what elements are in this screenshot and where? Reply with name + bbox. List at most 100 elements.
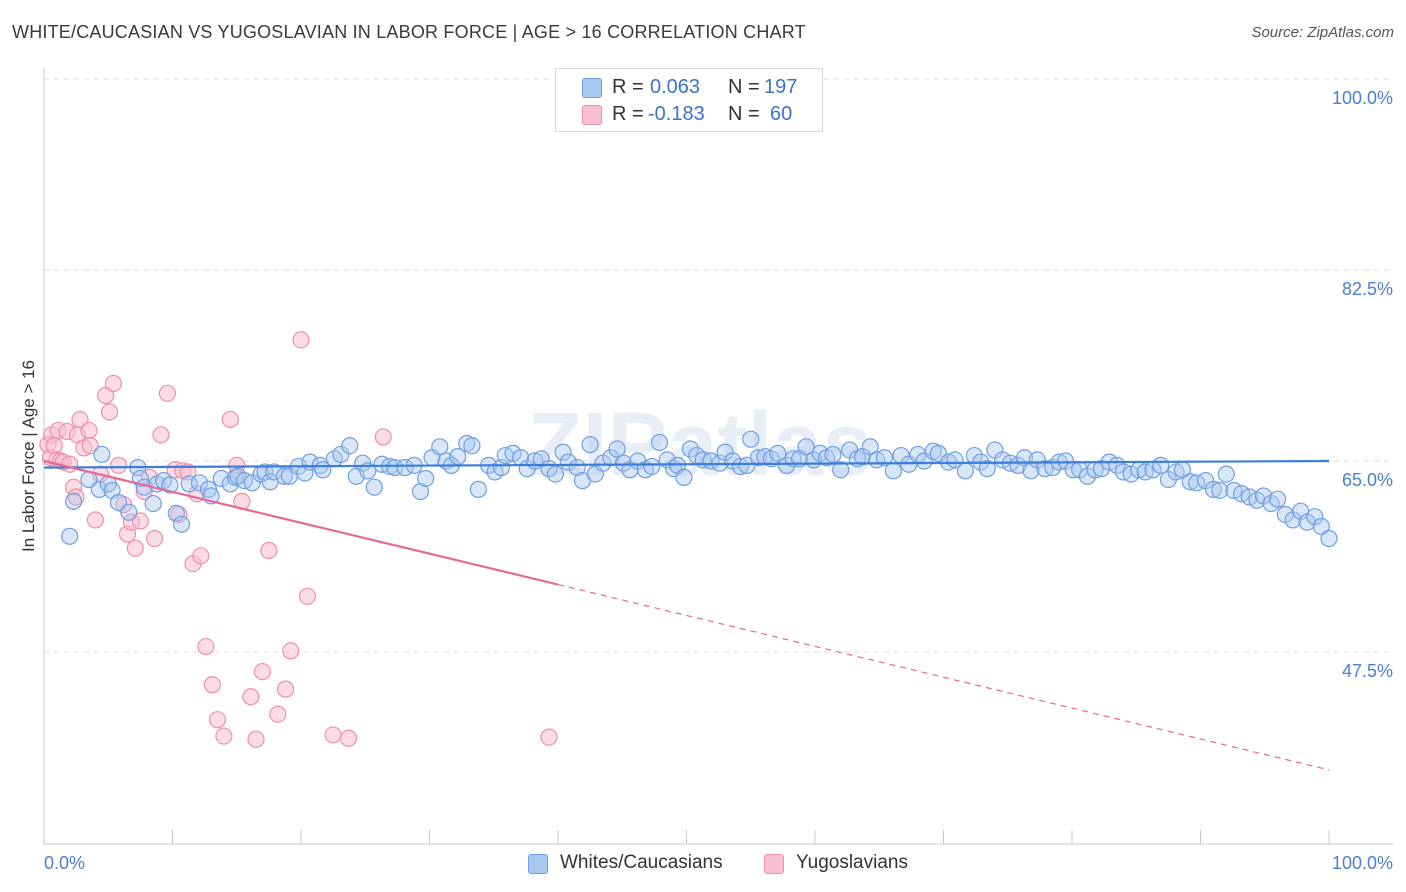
yugoslavians-point [269,705,287,723]
whites-point [546,465,565,483]
yugoslavians-point [221,410,239,429]
whites-point [90,480,108,498]
yugoslavians-point [81,437,99,455]
stats-row-whites: R = 0.063 N = 197 [556,74,822,102]
yugoslavians-point [203,676,221,694]
whites-point [1152,456,1170,474]
n-value: 197 [764,76,798,98]
whites-point [172,515,191,533]
chart-title: WHITE/CAUCASIAN VS YUGOSLAVIAN IN LABOR … [12,22,806,42]
yugoslavians-point [126,539,144,557]
whites-points [61,430,1338,548]
whites-point [742,430,760,448]
source-label: Source: ZipAtlas.com [1251,24,1394,41]
y-tick-label: 65.0% [1342,470,1393,490]
whites-point [1211,481,1229,500]
yugoslavians-point [80,421,98,440]
yugoslavians-point [242,688,260,706]
n-label: N = [728,76,760,98]
whites-point [256,463,274,481]
yugoslavians-point [192,547,210,565]
yugoslavians-points [39,331,558,748]
legend-label-yugoslavians: Yugoslavians [796,852,908,873]
stats-row-yugoslavians: R = -0.183 N = 60 [556,101,822,129]
yugoslavians-point [215,727,233,745]
whites-point [332,445,350,464]
whites-point [832,461,850,479]
yugoslavians-point [324,726,342,744]
whites-swatch [582,78,602,98]
whites-point [265,463,283,481]
n-value: 60 [770,103,793,125]
yugoslavians-trend-extension [557,583,1330,771]
yugoslavians-legend-swatch [764,854,784,874]
yugoslavians-point [247,730,265,748]
yugoslavians-point [45,437,63,455]
whites-point [463,437,481,455]
whites-point [797,438,815,456]
yugoslavians-point [276,680,295,698]
yugoslavians-point [253,663,272,681]
whites-point [875,449,893,467]
whites-point [296,464,314,482]
yugoslavians-point [540,728,558,746]
whites-point [643,457,661,476]
whites-point [769,444,787,462]
whites-point [144,494,162,513]
whites-legend-swatch [528,854,548,874]
whites-point [956,462,974,480]
whites-point [341,437,359,455]
whites-point [411,482,430,501]
yugoslavians-trend-line [43,459,559,586]
whites-point [650,433,669,452]
n-label: N = [728,103,760,125]
whites-point [681,440,699,458]
yugoslavians-point [61,455,79,473]
whites-point [884,462,902,480]
watermark: ZIPatlas [527,395,872,495]
whites-point [731,457,750,476]
whites-point [978,460,996,478]
x-tick-marks [172,830,1330,844]
whites-point [167,504,185,522]
yugoslavians-point [104,374,122,393]
legend-label-whites: Whites/Caucasians [560,852,723,873]
whites-point [431,438,449,456]
whites-point [161,476,179,494]
y-tick-label: 100.0% [1332,88,1393,108]
whites-point [120,503,138,521]
whites-point [608,440,626,458]
yugoslavians-point [260,541,278,560]
whites-point [1167,463,1185,481]
r-label: R = [612,76,644,98]
r-value: -0.183 [648,103,705,125]
whites-point [243,474,261,492]
whites-point [64,492,83,510]
y-tick-labels: 47.5% 65.0% 82.5% 100.0% [1332,88,1393,681]
yugoslavians-point [282,642,300,660]
whites-point [61,527,79,545]
whites-point [1204,480,1222,498]
whites-point [1320,529,1338,548]
yugoslavians-point [100,403,119,421]
yugoslavians-point [97,386,115,405]
yugoslavians-point [292,331,310,349]
whites-point [824,445,842,464]
yugoslavians-point [86,511,105,529]
whites-point [559,453,577,471]
yugoslavians-point [374,428,392,446]
stats-box: R = 0.063 N = 197 R = -0.183 N = 60 [555,68,823,132]
y-tick-label: 82.5% [1342,279,1393,299]
yugoslavians-point [208,711,227,729]
y-tick-label: 47.5% [1342,661,1393,681]
r-label: R = [612,103,644,125]
whites-point [554,443,572,461]
whites-point [190,474,209,492]
whites-point [275,467,293,485]
whites-point [1306,508,1324,526]
x-tick-label-min: 0.0% [44,853,85,873]
r-value: 0.063 [650,76,701,98]
whites-point [1268,490,1287,508]
whites-point [614,454,633,472]
yugoslavians-point [131,512,149,530]
